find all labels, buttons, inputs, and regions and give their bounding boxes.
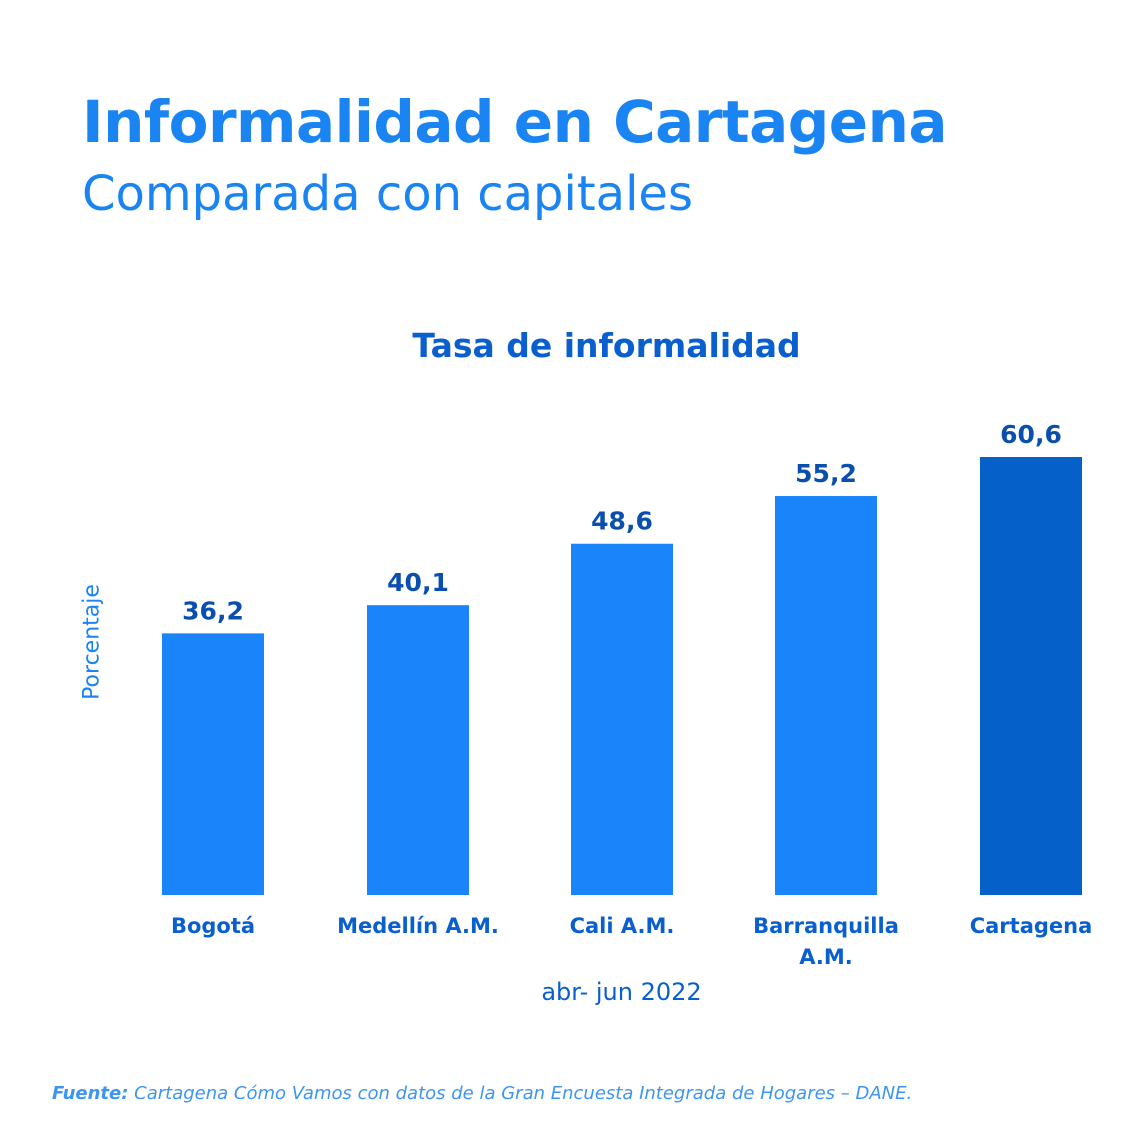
bar-4 bbox=[980, 457, 1082, 895]
category-label-3-0: Barranquilla bbox=[753, 914, 899, 938]
value-label-1: 40,1 bbox=[387, 568, 449, 597]
category-label-0: Bogotá bbox=[171, 914, 255, 938]
x-axis-label: abr- jun 2022 bbox=[541, 978, 702, 1006]
bar-0 bbox=[162, 633, 264, 895]
category-label-4: Cartagena bbox=[970, 914, 1093, 938]
value-label-2: 48,6 bbox=[591, 507, 653, 536]
bar-1 bbox=[367, 605, 469, 895]
category-label-2: Cali A.M. bbox=[570, 914, 675, 938]
source-text: Cartagena Cómo Vamos con datos de la Gra… bbox=[134, 1083, 913, 1104]
page-subtitle: Comparada con capitales bbox=[82, 166, 693, 222]
chart-title: Tasa de informalidad bbox=[412, 326, 801, 365]
source-note: Fuente: Cartagena Cómo Vamos con datos d… bbox=[52, 1083, 912, 1104]
category-label-3-1: A.M. bbox=[799, 945, 853, 969]
category-label-1: Medellín A.M. bbox=[337, 914, 499, 938]
bar-3 bbox=[775, 496, 877, 895]
value-label-4: 60,6 bbox=[1000, 420, 1062, 449]
page-title: Informalidad en Cartagena bbox=[82, 88, 948, 156]
source-label: Fuente: bbox=[52, 1083, 129, 1104]
value-label-0: 36,2 bbox=[182, 596, 244, 625]
value-label-3: 55,2 bbox=[795, 459, 857, 488]
bar-2 bbox=[571, 543, 673, 895]
y-axis-label: Porcentaje bbox=[79, 584, 105, 700]
